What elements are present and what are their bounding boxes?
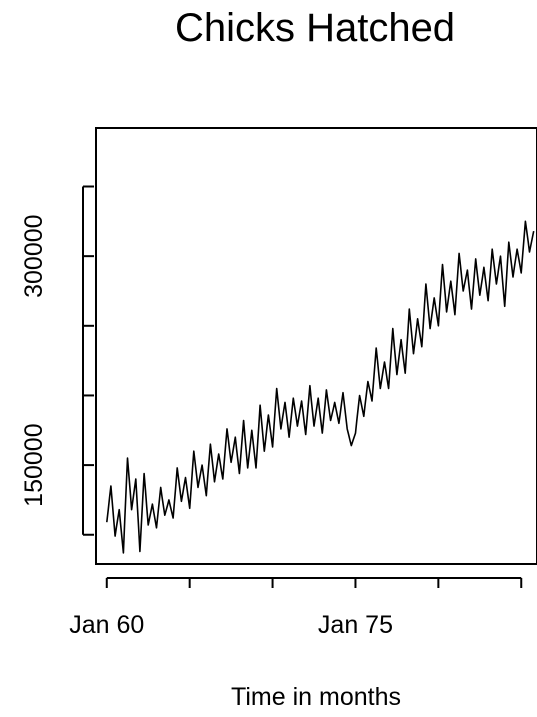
x-tick-label: Jan 75 <box>318 611 393 639</box>
chart-title: Chicks Hatched <box>174 6 456 50</box>
series-line <box>106 220 535 554</box>
y-tick-label: 150000 <box>20 423 48 506</box>
x-axis-title: Time in months <box>231 683 401 711</box>
y-tick-label: 300000 <box>20 214 48 297</box>
x-axis: Jan 60 Jan 75 <box>69 577 523 639</box>
y-axis: 150000 300000 <box>20 185 94 536</box>
x-tick-label: Jan 60 <box>69 611 144 639</box>
series-layer <box>106 220 535 554</box>
plot-frame <box>95 127 537 565</box>
